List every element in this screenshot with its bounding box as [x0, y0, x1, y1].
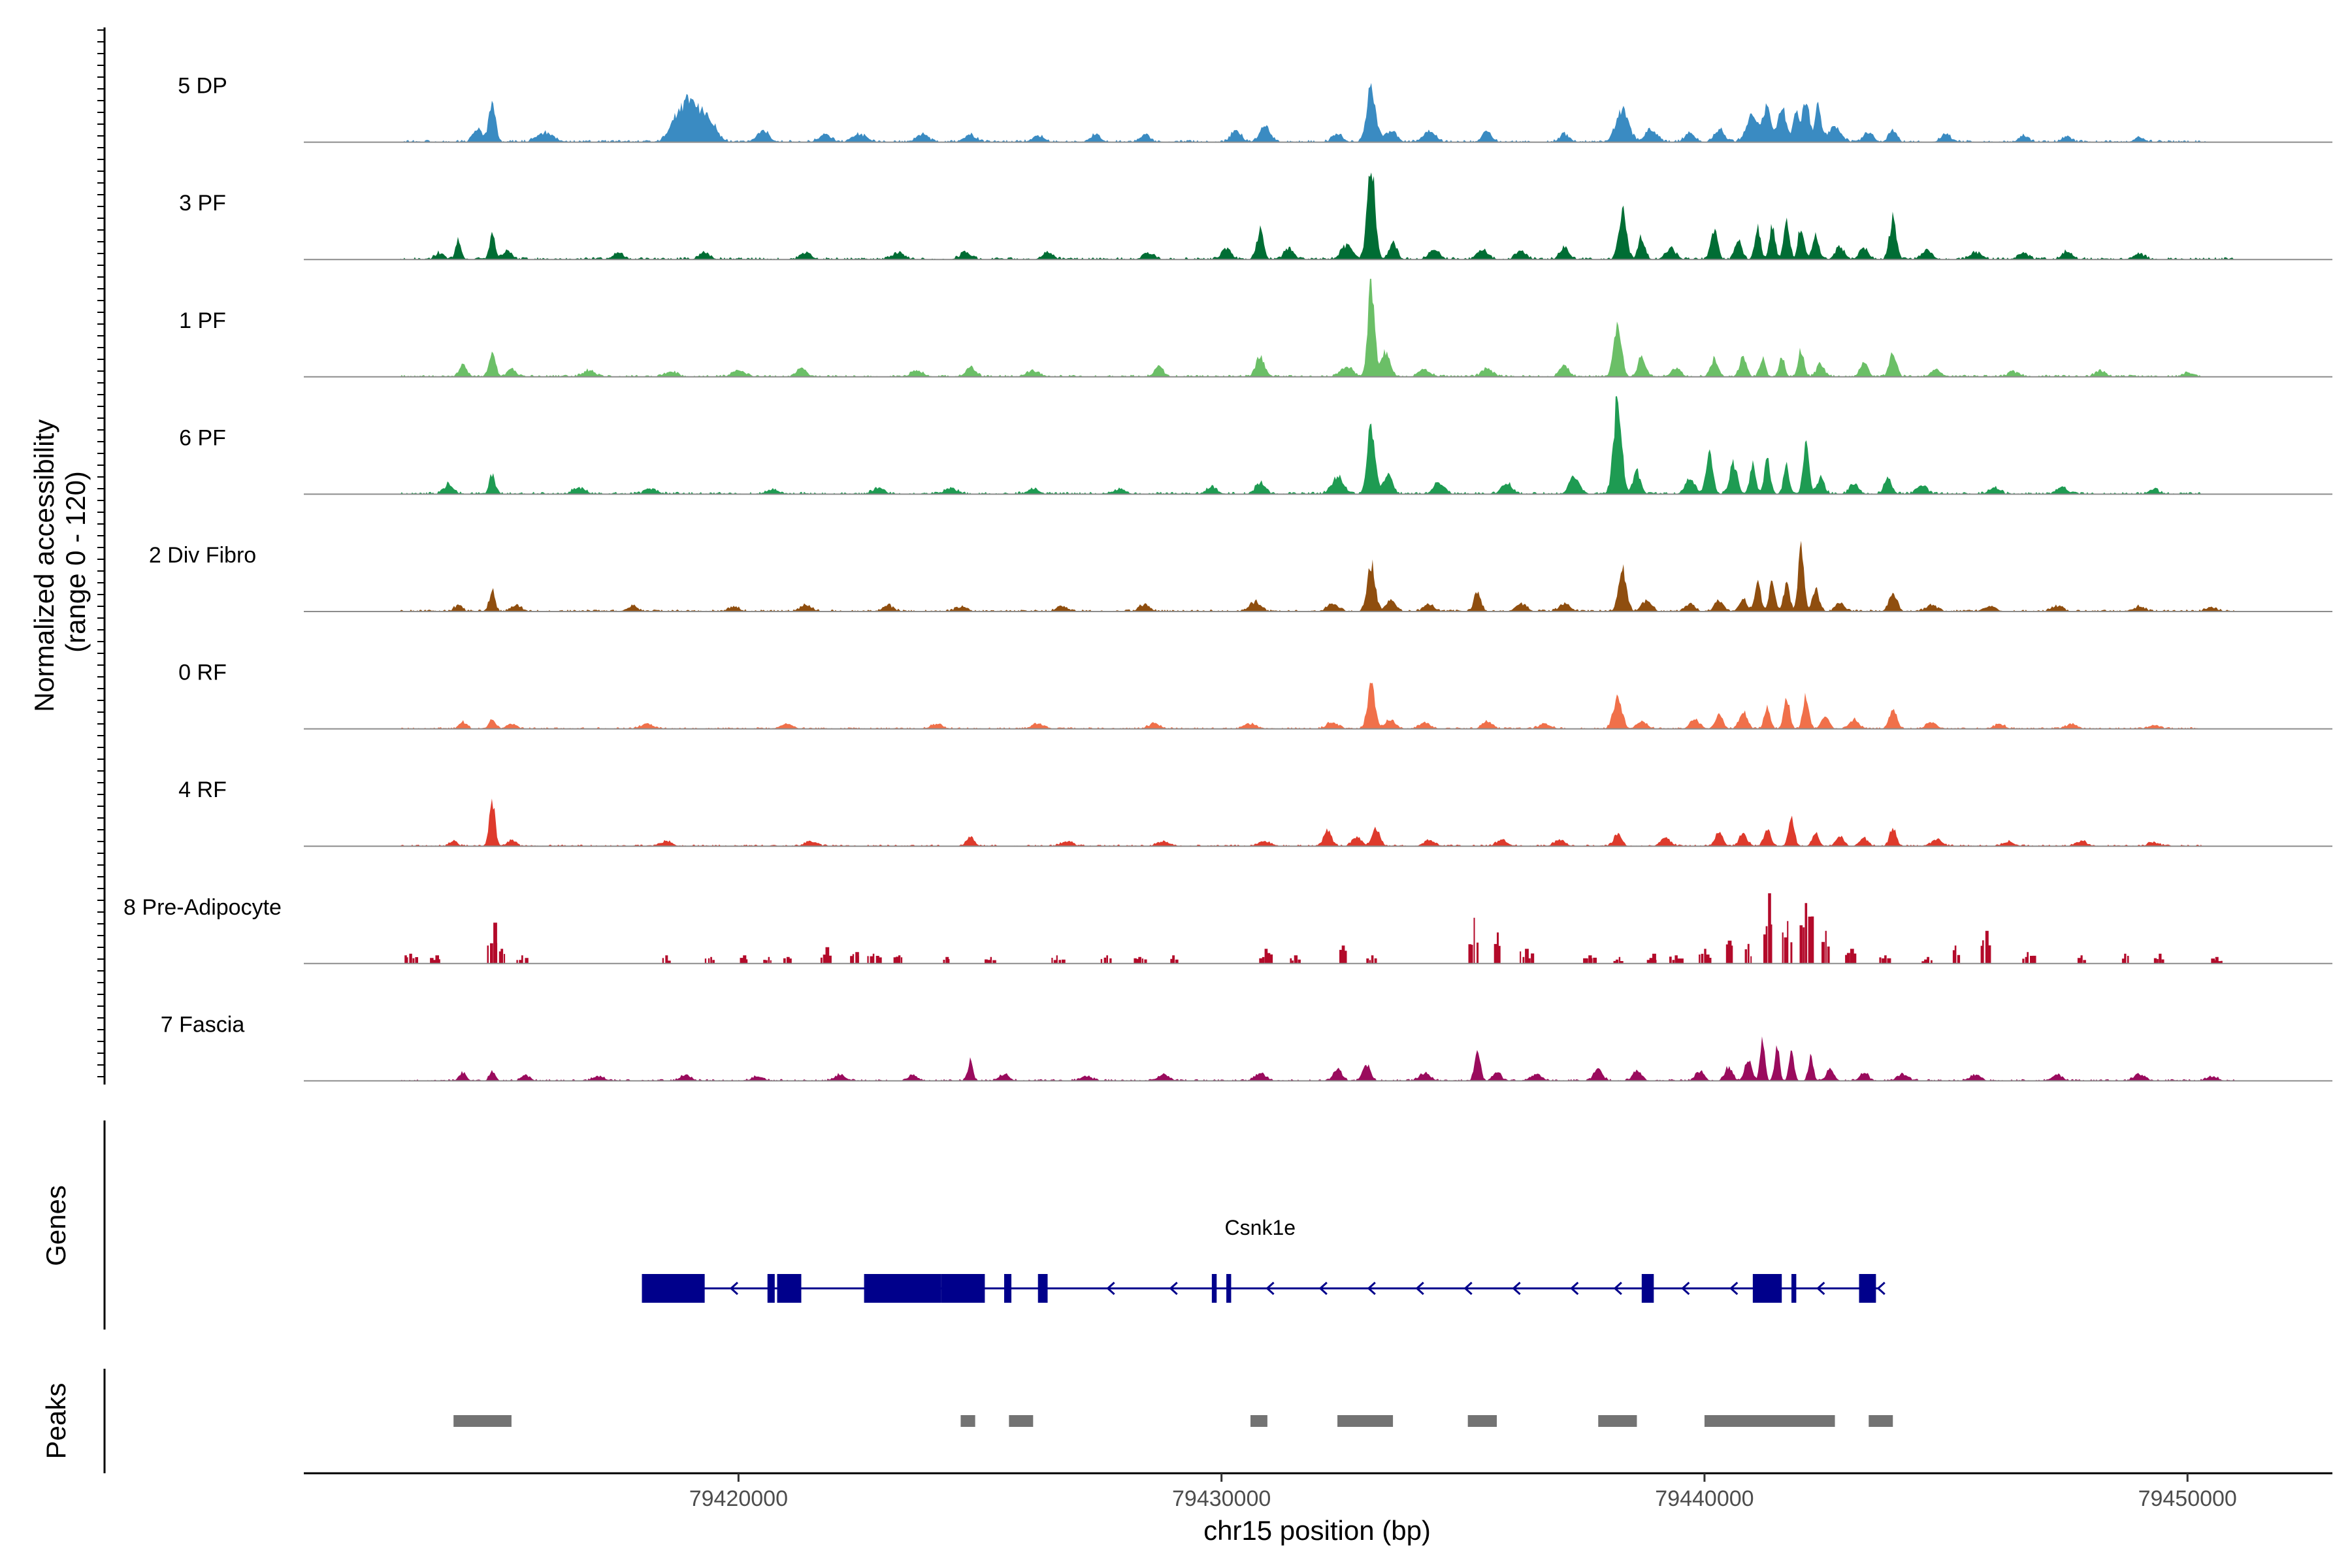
track-0-rf: 0 RF	[178, 661, 2332, 730]
strand-arrow	[1415, 1281, 1424, 1296]
x-tick-label: 79440000	[1655, 1486, 1754, 1511]
track-5-dp: 5 DP	[178, 74, 2332, 143]
track-label: 6 PF	[179, 425, 226, 450]
track-label: 2 Div Fibro	[149, 543, 256, 568]
strand-arrow	[1266, 1281, 1275, 1296]
peaks-track-title: Peaks	[41, 1383, 71, 1460]
track-6-pf: 6 PF	[179, 396, 2332, 495]
track-3-pf: 3 PF	[179, 172, 2332, 261]
coverage-area	[400, 172, 2236, 260]
strand-arrow	[1816, 1281, 1825, 1296]
gene-exon	[777, 1274, 802, 1303]
gene-exon	[1752, 1274, 1782, 1303]
gene-exon	[864, 1274, 941, 1303]
track-label: 1 PF	[179, 308, 226, 333]
peak-region	[1337, 1415, 1394, 1427]
gene-exon	[1004, 1274, 1012, 1303]
peak-region	[960, 1415, 975, 1427]
track-label: 0 RF	[178, 661, 227, 685]
track-label: 7 Fascia	[161, 1012, 245, 1037]
track-label: 3 PF	[179, 191, 226, 216]
track-label: 5 DP	[178, 74, 227, 99]
track-7-fascia: 7 Fascia	[161, 1012, 2332, 1082]
coverage-area	[400, 540, 2236, 612]
track-4-rf: 4 RF	[178, 777, 2332, 847]
coverage-spikes	[404, 893, 2223, 964]
left-axes	[97, 27, 106, 1473]
strand-arrow	[1570, 1281, 1579, 1296]
strand-arrow	[1038, 1281, 1048, 1296]
strand-arrow	[1463, 1281, 1473, 1296]
strand-arrow	[729, 1281, 738, 1296]
strand-arrow	[1876, 1281, 1886, 1296]
peak-region	[1598, 1415, 1637, 1427]
coverage-area	[400, 682, 2202, 729]
coverage-area	[400, 83, 2207, 142]
peaks-track	[453, 1415, 1893, 1427]
gene-exon	[1037, 1274, 1048, 1303]
gene-exon	[1859, 1274, 1876, 1303]
accessibility-tracks: 5 DP 3 PF 1 PF 6 PF 2 Div Fibro 0 RF 4 RF 8 Pre…	[123, 74, 2332, 1082]
gene-track: Csnk1e	[642, 1216, 1886, 1303]
track-8-pre-adipocyte: 8 Pre-Adipocyte	[123, 893, 2332, 964]
gene-exon	[767, 1274, 775, 1303]
peak-region	[1704, 1415, 1835, 1427]
strand-arrow	[1318, 1281, 1328, 1296]
y-axis-title-line-1: Normalized accessibility	[29, 419, 59, 712]
peak-region	[1467, 1415, 1497, 1427]
x-tick-label: 79450000	[2138, 1486, 2237, 1511]
strand-arrow	[1512, 1281, 1521, 1296]
gene-exon	[642, 1274, 705, 1303]
track-label: 4 RF	[178, 777, 227, 802]
peak-region	[1009, 1415, 1034, 1427]
track-1-pf: 1 PF	[179, 278, 2332, 378]
gene-name-label: Csnk1e	[1225, 1216, 1296, 1239]
gene-exon	[1226, 1274, 1232, 1303]
y-axis-ticks	[97, 29, 105, 1077]
peak-region	[453, 1415, 512, 1427]
strand-arrow	[1613, 1281, 1622, 1296]
peak-region	[1869, 1415, 1893, 1427]
track-label: 8 Pre-Adipocyte	[123, 895, 282, 920]
gene-exon	[1641, 1274, 1654, 1303]
coverage-area	[400, 396, 2202, 495]
strand-arrow	[1681, 1281, 1690, 1296]
coverage-area	[400, 798, 2202, 847]
gene-exon	[1211, 1274, 1217, 1303]
genes-track-title: Genes	[41, 1185, 71, 1266]
strand-arrow	[1367, 1281, 1376, 1296]
peak-region	[1250, 1415, 1267, 1427]
gene-exon	[941, 1274, 985, 1303]
x-tick-label: 79420000	[689, 1486, 788, 1511]
coverage-area	[400, 278, 2202, 377]
track-2-div-fibro: 2 Div Fibro	[149, 540, 2332, 612]
x-tick-label: 79430000	[1172, 1486, 1271, 1511]
strand-arrow	[1106, 1281, 1115, 1296]
strand-arrow	[1729, 1281, 1739, 1296]
strand-arrow	[1169, 1281, 1178, 1296]
x-axis: 79420000 79430000 79440000 79450000	[304, 1472, 2332, 1511]
y-axis-title-line-2: (range 0 - 120)	[60, 471, 91, 653]
y-axis-title: Normalized accessibility (range 0 - 120)	[29, 412, 91, 712]
coverage-area	[400, 1036, 2236, 1081]
gene-exon	[1791, 1274, 1797, 1303]
x-axis-title: chr15 position (bp)	[1203, 1515, 1431, 1546]
